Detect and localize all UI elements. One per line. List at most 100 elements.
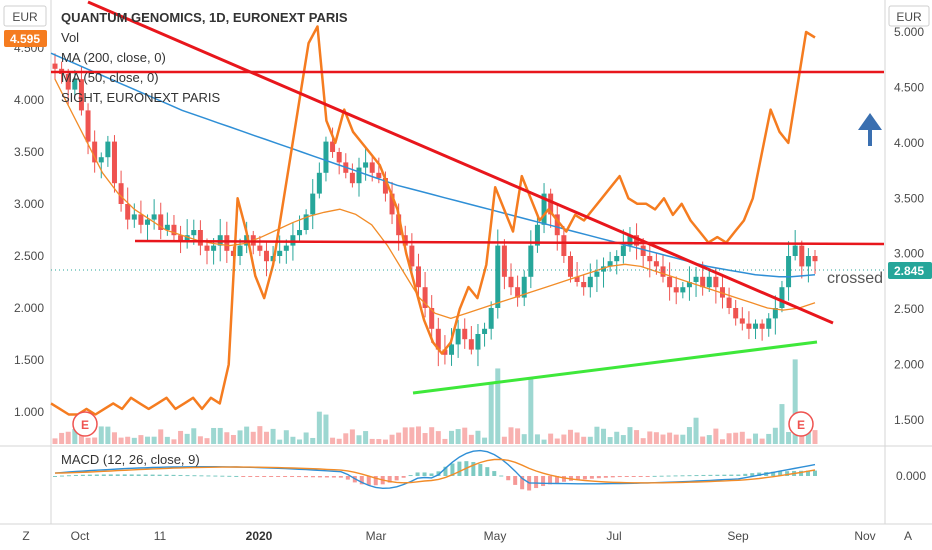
macd-histogram-bar [297, 476, 302, 478]
volume-bar [402, 427, 408, 444]
candle [792, 230, 798, 261]
candle [594, 259, 600, 293]
earnings-marker-1[interactable]: E [72, 411, 98, 437]
candle [72, 69, 78, 98]
macd-histogram-bar [108, 474, 113, 476]
candle [620, 229, 626, 264]
macd-histogram-bar [87, 474, 92, 476]
candle [515, 275, 521, 307]
candle [521, 270, 527, 307]
left-tick-6: 4.000 [14, 93, 44, 107]
volume-bar [634, 430, 640, 444]
macd-histogram-bar [324, 476, 329, 478]
volume-bar [462, 427, 468, 444]
candle [283, 239, 289, 264]
volume-bar [290, 436, 296, 444]
volume-bar [237, 430, 243, 444]
candle [164, 212, 170, 236]
candle [607, 251, 613, 272]
macd-histogram-bar [513, 476, 518, 485]
x-tick-2: 2020 [246, 529, 273, 543]
downtrend-line[interactable] [87, 0, 834, 325]
volume-bar [574, 432, 580, 444]
candle [772, 295, 778, 335]
x-tick-7: Nov [854, 529, 875, 543]
macd-histogram-bar [582, 476, 587, 480]
up-arrow-icon[interactable] [858, 113, 882, 146]
macd-histogram-bar [317, 476, 322, 478]
right-tick-1: 2.000 [894, 358, 924, 372]
volume-bar [442, 438, 448, 444]
price-badge-right-bg [888, 262, 932, 279]
candle [349, 163, 355, 188]
right-tick-7: 5.000 [894, 25, 924, 39]
left-tick-2: 2.000 [14, 301, 44, 315]
macd-histogram-bar [59, 475, 64, 477]
auto-scale-icon[interactable]: A [904, 529, 912, 543]
ma50-polyline [54, 78, 816, 320]
currency-left-box[interactable] [3, 5, 47, 27]
macd-histogram-bar [213, 475, 218, 477]
macd-histogram-bar [534, 476, 539, 489]
candle [131, 203, 137, 228]
volume-bar [495, 368, 501, 444]
volume-bar [92, 437, 98, 444]
macd-histogram-bar [366, 476, 371, 486]
crossed-annotation: crossed [827, 270, 883, 287]
candle [316, 162, 322, 199]
volume-bar [178, 430, 184, 444]
volume-bar [118, 437, 124, 444]
volume-bar [534, 434, 540, 444]
candle [581, 274, 587, 296]
volume-bar [429, 427, 435, 444]
x-axis-ticks: Oct 11 2020 Mar May Jul Sep Nov [71, 529, 876, 543]
macd-histogram-bar [548, 476, 553, 485]
macd-histogram-bar [610, 476, 615, 478]
macd-histogram-bar [778, 471, 783, 476]
candle [786, 241, 792, 301]
candle [647, 242, 653, 278]
candle [158, 202, 164, 240]
candle [528, 230, 534, 289]
volume-bar [376, 439, 382, 444]
volume-bar [356, 435, 362, 444]
volume-bar [415, 426, 421, 444]
volume-bar [548, 433, 554, 444]
macd-histogram-bar [269, 476, 274, 477]
timezone-icon[interactable]: Z [22, 529, 29, 543]
price-badge-left: 4.595 [10, 32, 40, 46]
right-axis-ticks: 1.500 2.000 2.500 3.000 3.500 4.000 4.500 5.000 [894, 25, 924, 427]
macd-histogram-bar [673, 475, 678, 477]
candle [330, 127, 336, 158]
volume-bar [759, 438, 765, 444]
macd-histogram-bar [694, 475, 699, 477]
macd-histogram-bar [227, 475, 232, 477]
candle [686, 266, 692, 301]
volume-bar [739, 431, 745, 444]
candle [184, 219, 190, 249]
macd-histogram-bar [666, 475, 671, 477]
macd-histogram-bar [561, 476, 566, 482]
volume-bar [746, 438, 752, 444]
candle [468, 326, 474, 355]
earnings-marker-2[interactable]: E [788, 411, 814, 437]
volume-bar [567, 429, 573, 444]
support-trend-line[interactable] [412, 340, 818, 395]
earnings-marker-2-label: E [797, 418, 805, 432]
volume-bar [501, 436, 507, 444]
macd-histogram-bar [171, 474, 176, 476]
x-tick-6: Sep [727, 529, 749, 543]
candle [799, 240, 805, 279]
ma50-line [54, 78, 816, 320]
volume-bar [164, 436, 170, 444]
macd-histogram-bar [206, 475, 211, 477]
currency-right-box[interactable] [888, 5, 930, 27]
macd-histogram-bar [345, 476, 350, 480]
resistance-line-mid[interactable] [134, 239, 885, 246]
volume-bar [310, 437, 316, 444]
candle [145, 214, 151, 241]
volume-bar [138, 435, 144, 444]
candle [111, 135, 117, 193]
volume-bar [191, 428, 197, 444]
